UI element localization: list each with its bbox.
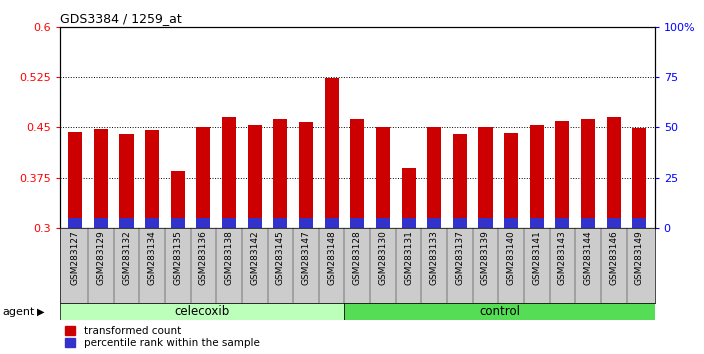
Bar [325,78,339,228]
Bar [453,134,467,228]
Bar [248,218,262,228]
Bar [376,218,390,228]
Bar [273,119,287,228]
Bar [299,218,313,228]
Bar [350,218,365,228]
Text: GSM283136: GSM283136 [199,230,208,285]
Text: celecoxib: celecoxib [175,305,230,318]
Bar [479,218,493,228]
Text: GSM283135: GSM283135 [173,230,182,285]
Bar [581,218,595,228]
Bar [60,303,344,320]
Bar [222,218,236,228]
Text: GSM283134: GSM283134 [148,230,157,285]
Bar [94,218,108,228]
Bar [376,127,390,228]
Text: ▶: ▶ [37,307,44,316]
Text: GSM283147: GSM283147 [301,230,310,285]
Text: GSM283149: GSM283149 [635,230,644,285]
Bar [68,132,82,228]
Text: agent: agent [2,307,34,316]
Text: GDS3384 / 1259_at: GDS3384 / 1259_at [60,12,182,25]
Text: GSM283145: GSM283145 [276,230,285,285]
Text: GSM283142: GSM283142 [250,230,259,285]
Bar [196,127,210,228]
Bar [504,133,518,228]
Bar [222,118,236,228]
Bar [453,218,467,228]
Bar [171,171,185,228]
Bar [427,218,441,228]
Bar [171,218,185,228]
Text: GSM283127: GSM283127 [70,230,80,285]
Bar [581,119,595,228]
Bar [196,218,210,228]
Text: GSM283128: GSM283128 [353,230,362,285]
Text: GSM283132: GSM283132 [122,230,131,285]
Text: GSM283129: GSM283129 [96,230,106,285]
Legend: transformed count, percentile rank within the sample: transformed count, percentile rank withi… [65,326,260,348]
Bar [248,125,262,228]
Text: GSM283143: GSM283143 [558,230,567,285]
Bar [607,118,621,228]
Text: control: control [479,305,520,318]
Text: GSM283133: GSM283133 [429,230,439,285]
Text: GSM283144: GSM283144 [584,230,593,285]
Bar [529,218,543,228]
Text: GSM283141: GSM283141 [532,230,541,285]
Bar [632,218,646,228]
Bar [325,218,339,228]
Bar [68,218,82,228]
Bar [145,218,159,228]
Bar [555,121,570,228]
Text: GSM283130: GSM283130 [379,230,387,285]
Bar [555,218,570,228]
Bar [607,218,621,228]
Bar [632,128,646,228]
Bar [350,119,365,228]
Bar [479,127,493,228]
Text: GSM283139: GSM283139 [481,230,490,285]
Bar [344,303,655,320]
Text: GSM283138: GSM283138 [225,230,234,285]
Text: GSM283140: GSM283140 [507,230,515,285]
Bar [273,218,287,228]
Bar [529,125,543,228]
Bar [401,218,415,228]
Text: GSM283148: GSM283148 [327,230,336,285]
Bar [299,122,313,228]
Bar [401,168,415,228]
Text: GSM283146: GSM283146 [609,230,618,285]
Bar [94,130,108,228]
Text: GSM283137: GSM283137 [455,230,465,285]
Text: GSM283131: GSM283131 [404,230,413,285]
Bar [120,134,134,228]
Bar [504,218,518,228]
Bar [145,130,159,228]
Bar [427,127,441,228]
Bar [120,218,134,228]
